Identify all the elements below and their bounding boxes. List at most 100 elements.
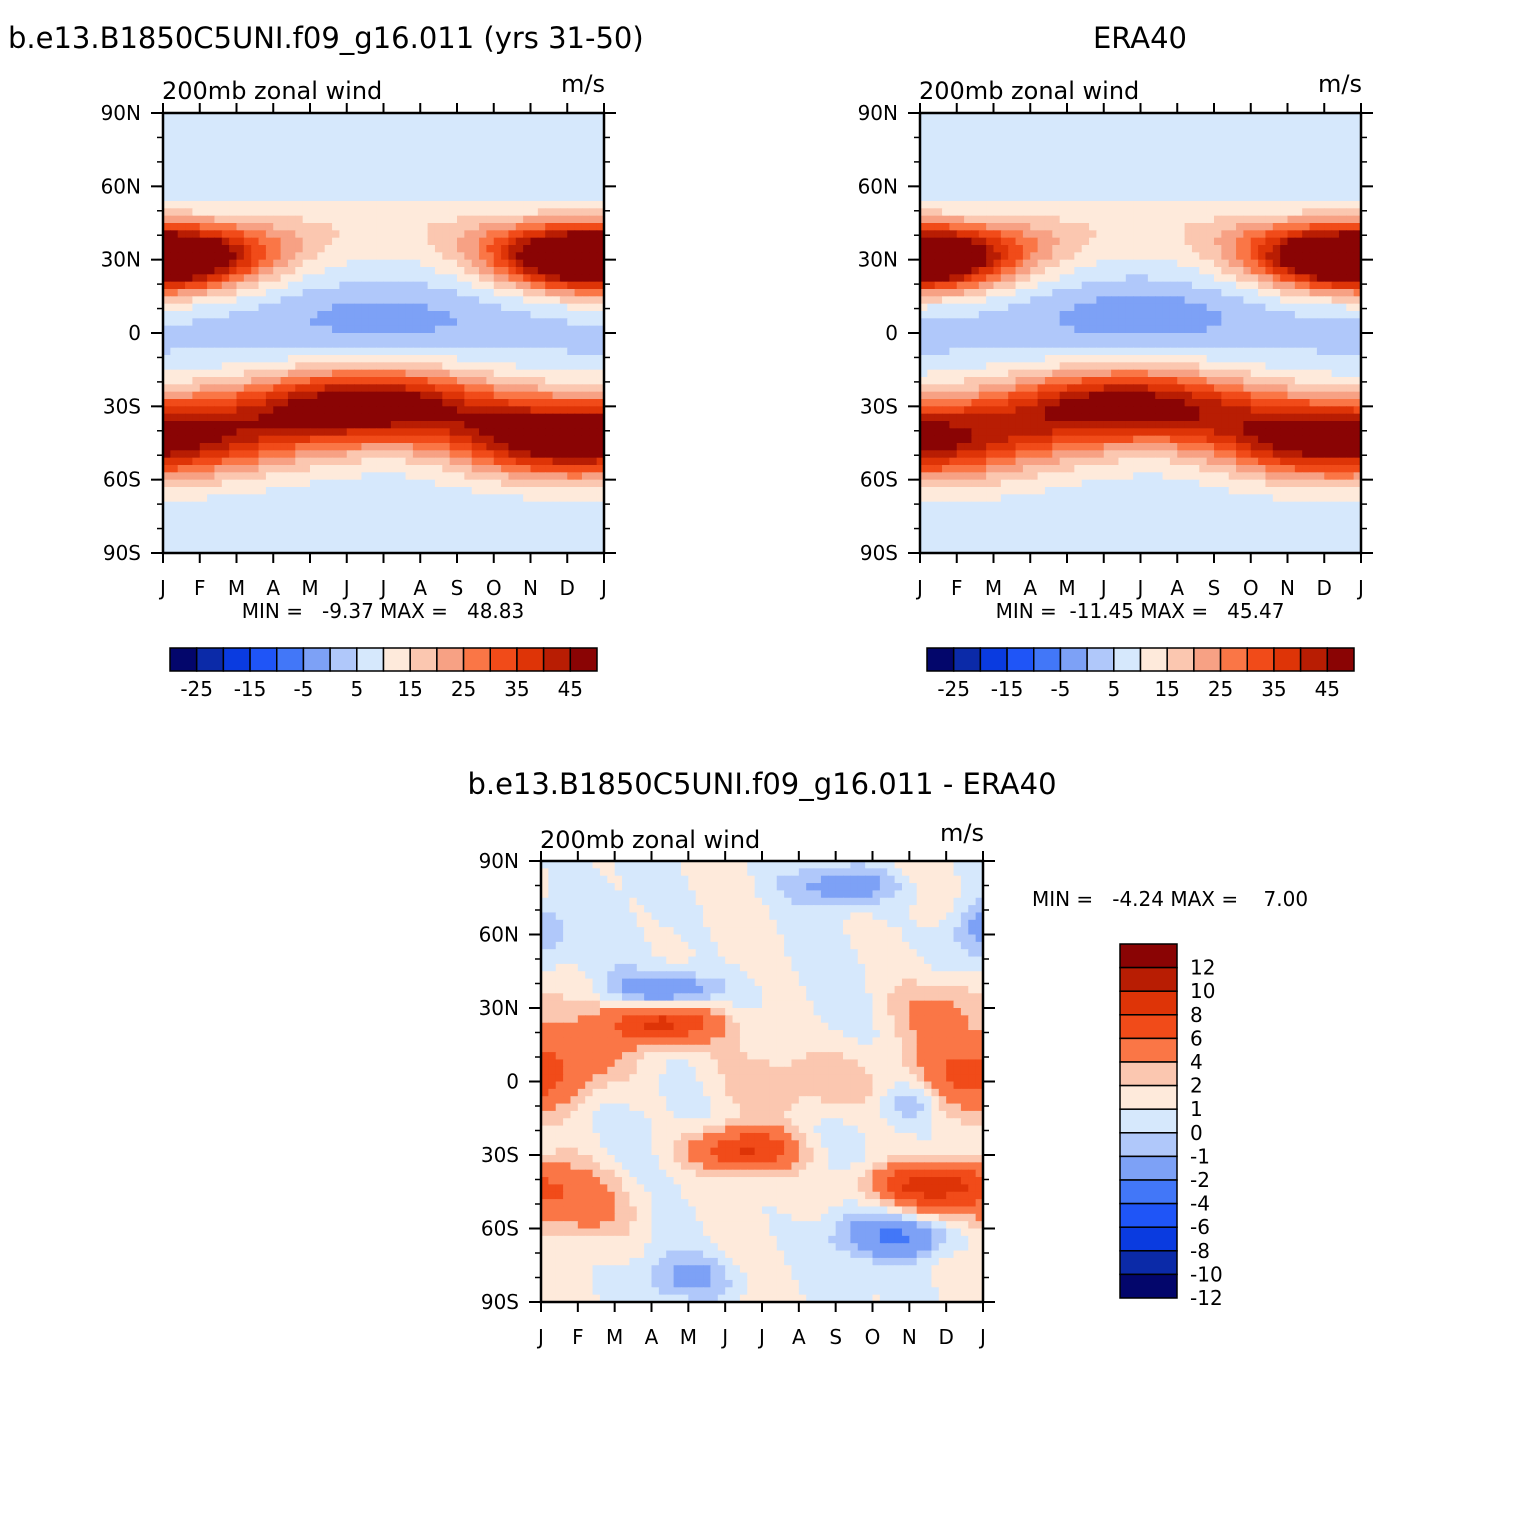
contour-cell xyxy=(243,164,252,173)
contour-cell xyxy=(559,237,568,246)
contour-cell xyxy=(302,545,311,554)
contour-cell xyxy=(1353,179,1362,187)
contour-cell xyxy=(310,318,318,327)
contour-cell xyxy=(486,340,495,349)
contour-cell xyxy=(1155,245,1164,253)
contour-cell xyxy=(405,443,414,451)
contour-cell xyxy=(383,545,392,554)
contour-cell xyxy=(317,164,326,173)
contour-cell xyxy=(1287,215,1296,224)
contour-cell xyxy=(332,274,340,283)
contour-cell xyxy=(214,113,223,121)
contour-cell xyxy=(251,215,260,224)
contour-cell xyxy=(589,281,598,290)
contour-cell xyxy=(493,494,502,503)
contour-cell xyxy=(559,281,568,290)
contour-cell xyxy=(280,237,289,246)
contour-cell xyxy=(920,193,928,202)
contour-cell xyxy=(596,237,605,246)
contour-cell xyxy=(251,318,260,327)
contour-cell xyxy=(442,509,451,517)
contour-cell xyxy=(479,369,487,378)
contour-cell xyxy=(170,223,179,231)
contour-cell xyxy=(1191,237,1200,246)
contour-cell xyxy=(229,391,238,400)
contour-cell xyxy=(501,406,510,415)
contour-cell xyxy=(1162,186,1171,195)
contour-cell xyxy=(1353,113,1362,121)
contour-cell xyxy=(934,252,943,261)
contour-cell xyxy=(442,193,451,202)
contour-cell xyxy=(927,113,936,121)
contour-cell xyxy=(243,149,252,158)
contour-cell xyxy=(214,487,223,495)
contour-cell xyxy=(523,347,532,356)
contour-cell xyxy=(993,252,1002,261)
contour-cell xyxy=(1089,127,1097,136)
contour-cell xyxy=(493,113,502,121)
contour-cell xyxy=(317,406,326,415)
contour-cell xyxy=(1265,215,1274,224)
contour-cell xyxy=(596,186,605,195)
contour-cell xyxy=(1140,127,1149,136)
contour-cell xyxy=(405,267,414,275)
contour-cell xyxy=(1236,127,1244,136)
contour-cell xyxy=(258,538,267,547)
contour-cell xyxy=(243,333,252,341)
contour-cell xyxy=(405,215,414,224)
contour-cell xyxy=(310,201,318,209)
contour-cell xyxy=(412,259,421,268)
contour-cell xyxy=(1214,237,1222,246)
contour-cell xyxy=(280,413,289,422)
contour-cell xyxy=(398,340,407,349)
contour-cell xyxy=(310,340,318,349)
contour-cell xyxy=(1258,186,1267,195)
contour-cell xyxy=(427,362,436,371)
contour-cell xyxy=(508,538,517,547)
contour-cell xyxy=(265,413,274,422)
contour-cell xyxy=(515,443,524,451)
contour-cell xyxy=(581,457,590,466)
contour-cell xyxy=(1221,120,1230,129)
contour-cell xyxy=(361,267,370,275)
contour-cell xyxy=(537,391,546,400)
contour-cell xyxy=(934,237,943,246)
contour-cell xyxy=(185,193,193,202)
contour-cell xyxy=(317,186,326,195)
contour-cell xyxy=(427,164,436,173)
contour-cell xyxy=(354,237,363,246)
contour-cell xyxy=(567,516,576,525)
contour-cell xyxy=(265,457,274,466)
contour-cell xyxy=(368,157,377,165)
contour-cell xyxy=(1287,135,1296,143)
contour-cell xyxy=(486,267,495,275)
contour-cell xyxy=(471,545,480,554)
contour-cell xyxy=(1309,252,1318,261)
contour-cell xyxy=(376,186,385,195)
contour-cell xyxy=(324,479,333,488)
contour-cell xyxy=(537,545,546,554)
contour-cell xyxy=(177,501,186,510)
contour-cell xyxy=(1338,223,1347,231)
contour-cell xyxy=(442,355,451,363)
contour-cell xyxy=(221,494,230,503)
contour-cell xyxy=(581,245,590,253)
contour-cell xyxy=(449,509,458,517)
contour-cell xyxy=(1133,164,1142,173)
contour-cell xyxy=(273,208,282,217)
contour-cell xyxy=(368,501,377,510)
contour-cell xyxy=(1000,179,1009,187)
contour-cell xyxy=(1059,135,1068,143)
contour-cell xyxy=(1272,208,1281,217)
contour-cell xyxy=(251,237,260,246)
contour-cell xyxy=(1243,157,1252,165)
contour-cell xyxy=(236,487,245,495)
contour-cell xyxy=(258,457,267,466)
contour-cell xyxy=(589,465,598,473)
contour-cell xyxy=(1037,193,1046,202)
contour-cell xyxy=(280,509,289,517)
contour-cell xyxy=(214,472,223,481)
contour-cell xyxy=(398,472,407,481)
contour-cell xyxy=(486,479,495,488)
contour-cell xyxy=(251,325,260,334)
